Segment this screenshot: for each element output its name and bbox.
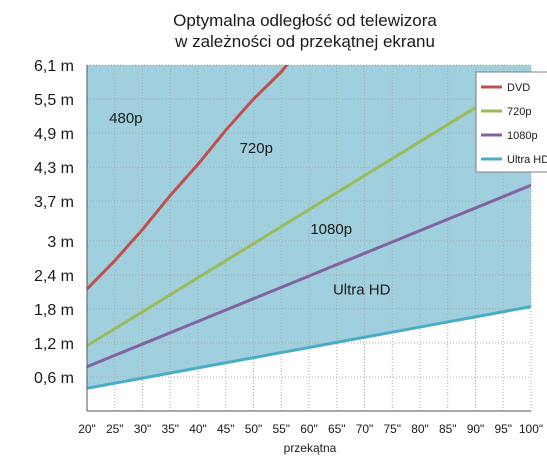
- x-tick-label: 20": [78, 422, 96, 436]
- x-axis-title: przekątna: [284, 441, 337, 455]
- y-tick-label: 4,3 m: [34, 160, 74, 177]
- legend-label: DVD: [507, 82, 530, 94]
- x-tick-label: 50": [245, 422, 263, 436]
- series-line-dvd: [87, 65, 289, 291]
- x-tick-label: 25": [106, 422, 124, 436]
- y-tick-label: 1,2 m: [34, 336, 74, 353]
- series-line-1080p: [87, 183, 531, 369]
- series-line-ultra-hd-4k-: [87, 305, 531, 390]
- legend-label: 1080p: [507, 130, 538, 142]
- x-tick-label: 80": [411, 422, 429, 436]
- legend-label: Ultra HD(4k): [507, 154, 547, 166]
- x-tick-label: 75": [383, 422, 401, 436]
- x-tick-label: 70": [356, 422, 374, 436]
- region-label-720p: 720p: [240, 140, 273, 157]
- y-tick-label: 1,8 m: [34, 302, 74, 319]
- x-tick-label: 30": [134, 422, 152, 436]
- region-label-ultra-hd: Ultra HD: [333, 282, 391, 299]
- y-tick-label: 5,5 m: [34, 92, 74, 109]
- x-tick-label: 55": [272, 422, 290, 436]
- x-tick-label: 90": [467, 422, 485, 436]
- legend-box: [475, 71, 547, 173]
- region-label-480p: 480p: [109, 110, 142, 127]
- y-tick-label: 2,4 m: [34, 268, 74, 285]
- y-tick-label: 0,6 m: [34, 370, 74, 387]
- x-tick-label: 100": [519, 422, 543, 436]
- chart-title-line-2: w zależności od przekątnej ekranu: [175, 32, 435, 51]
- x-tick-label: 40": [189, 422, 207, 436]
- x-tick-label: 45": [217, 422, 235, 436]
- y-tick-label: 6,1 m: [34, 58, 74, 75]
- chart-title-line-1: Optymalna odległość od telewizora: [173, 11, 437, 30]
- series-line-720p: [87, 72, 531, 348]
- x-tick-label: 60": [300, 422, 318, 436]
- x-tick-label: 35": [161, 422, 179, 436]
- y-tick-label: 4,9 m: [34, 126, 74, 143]
- y-tick-label: 3 m: [47, 234, 74, 251]
- band-ultra-hd-4k-: [87, 65, 531, 389]
- x-tick-label: 95": [494, 422, 512, 436]
- region-label-1080p: 1080p: [310, 221, 352, 238]
- x-tick-label: 65": [328, 422, 346, 436]
- y-tick-label: 3,7 m: [34, 194, 74, 211]
- x-tick-label: 85": [439, 422, 457, 436]
- chart-title: Optymalna odległość od telewizora w zale…: [70, 10, 540, 52]
- legend-label: 720p: [507, 106, 531, 118]
